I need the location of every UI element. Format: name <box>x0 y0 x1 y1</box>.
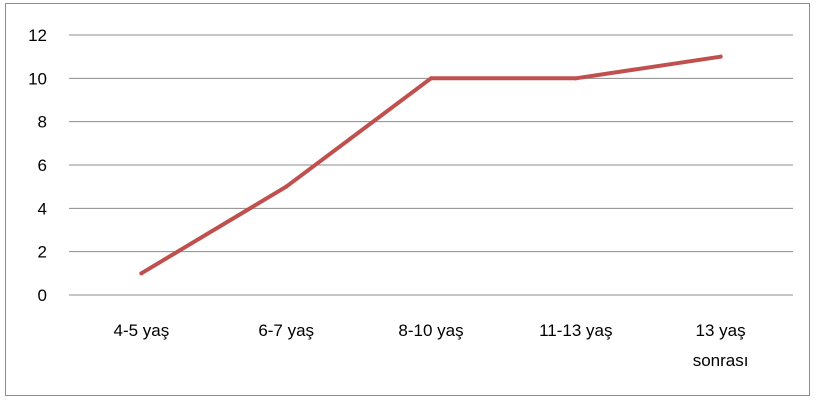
y-tick-label: 6 <box>38 156 47 175</box>
x-tick-label-line: 4-5 yaş <box>114 321 170 340</box>
x-tick-label-line: 8-10 yaş <box>398 321 463 340</box>
y-tick-label: 0 <box>38 286 47 305</box>
x-tick-label-line: 13 yaş <box>696 321 746 340</box>
x-tick-label-line: sonrası <box>693 351 749 370</box>
y-tick-label: 8 <box>38 113 47 132</box>
data-point <box>284 184 289 189</box>
data-point <box>718 54 723 59</box>
x-axis-tick-labels: 4-5 yaş 6-7 yaş 8-10 yaş 11-13 yaş 13 yaş son… <box>114 321 749 370</box>
y-axis-tick-labels: 0 2 4 6 8 10 12 <box>28 26 47 305</box>
y-tick-label: 4 <box>38 199 47 218</box>
data-point <box>139 271 144 276</box>
chart-frame <box>5 3 810 396</box>
y-tick-label: 2 <box>38 243 47 262</box>
x-tick-label: 8-10 yaş <box>398 321 463 340</box>
gridlines <box>69 34 793 296</box>
x-tick-label: 4-5 yaş <box>114 321 170 340</box>
x-tick-label-line: 11-13 yaş <box>539 321 612 340</box>
x-tick-label: 6-7 yaş <box>258 321 314 340</box>
y-tick-label: 12 <box>28 26 47 45</box>
data-point <box>429 76 433 81</box>
data-point <box>573 76 578 81</box>
x-tick-label: 13 yaş sonrası <box>693 321 749 370</box>
y-tick-label: 10 <box>28 69 47 88</box>
x-tick-label: 11-13 yaş <box>539 321 612 340</box>
series-layer <box>139 54 723 276</box>
x-tick-label-line: 6-7 yaş <box>258 321 314 340</box>
